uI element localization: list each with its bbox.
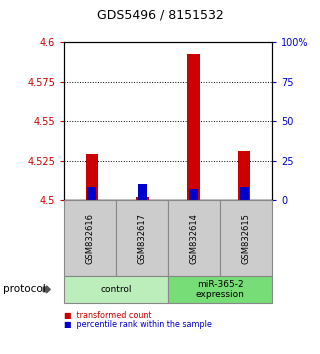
Bar [85, 154, 98, 200]
Bar [240, 187, 249, 200]
Bar [187, 53, 200, 200]
Bar [138, 184, 147, 200]
Bar [189, 189, 198, 200]
Text: ■  transformed count: ■ transformed count [64, 311, 151, 320]
Text: miR-365-2
expression: miR-365-2 expression [196, 280, 244, 299]
Text: ■  percentile rank within the sample: ■ percentile rank within the sample [64, 320, 212, 330]
Text: GDS5496 / 8151532: GDS5496 / 8151532 [97, 9, 223, 22]
Text: GSM832614: GSM832614 [189, 213, 198, 263]
Text: GSM832615: GSM832615 [242, 213, 251, 263]
Text: protocol: protocol [3, 284, 46, 295]
Bar [238, 151, 251, 200]
Bar [87, 187, 96, 200]
Bar [136, 197, 149, 200]
Text: control: control [100, 285, 132, 294]
Text: GSM832616: GSM832616 [85, 212, 94, 264]
Text: GSM832617: GSM832617 [138, 212, 147, 264]
